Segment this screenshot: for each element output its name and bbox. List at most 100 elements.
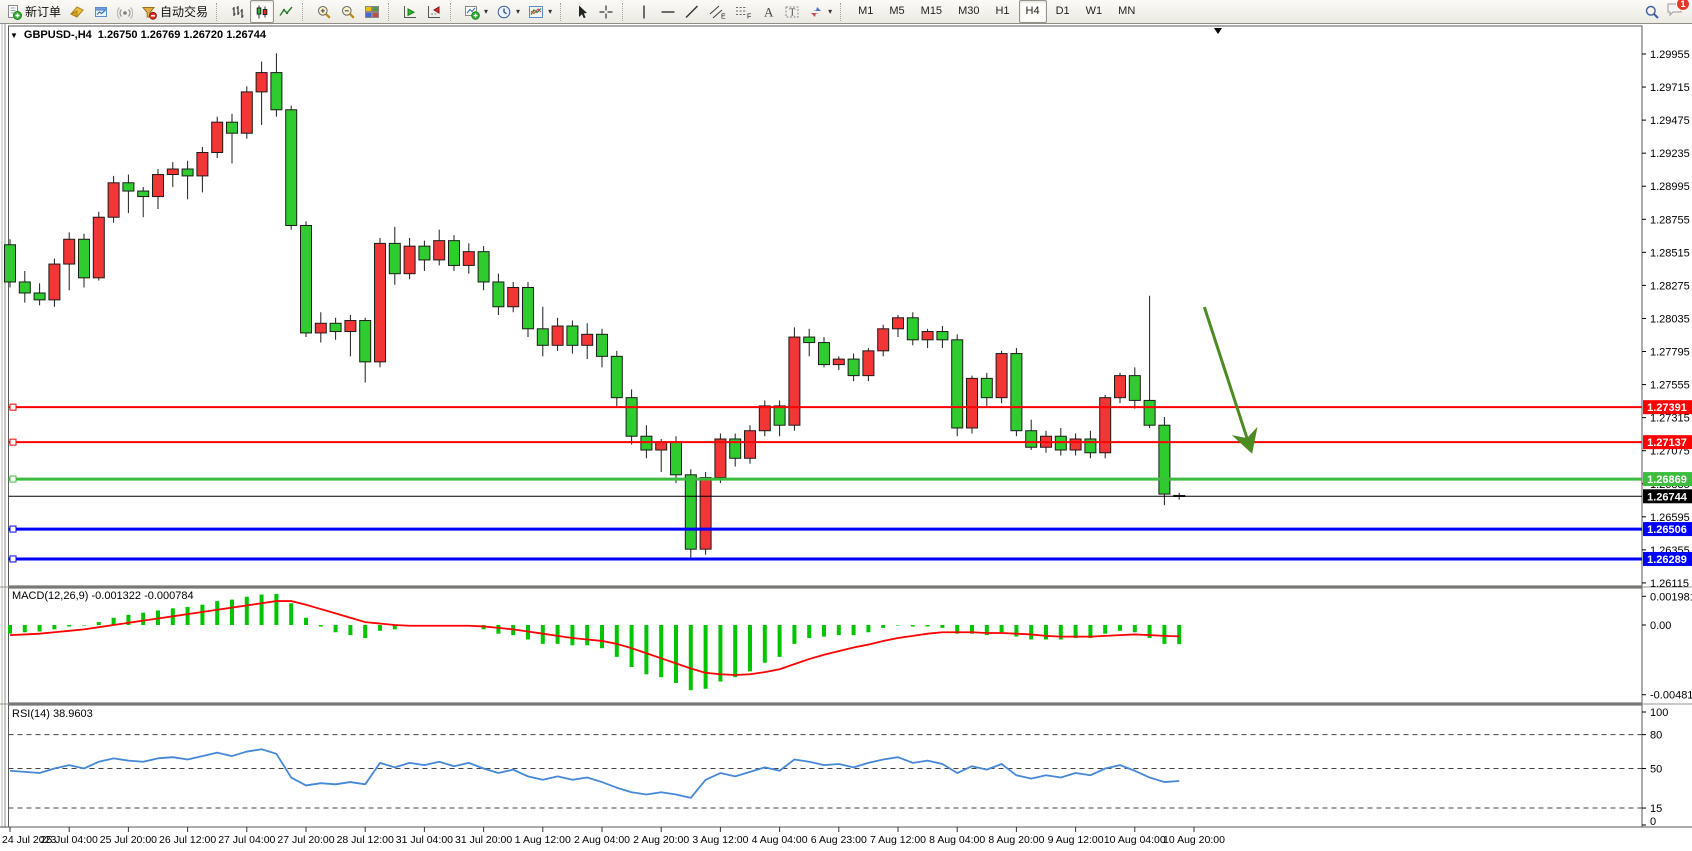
signals-icon (117, 6, 134, 19)
toolbar-separator (840, 2, 847, 21)
chart-canvas[interactable]: 1.29955 1.29715 1.29475 1.29235 1.28995 1.287… (0, 24, 1692, 851)
chart-shift-button[interactable] (422, 0, 446, 23)
candle (1099, 397, 1112, 454)
line-handle[interactable] (9, 438, 17, 446)
trendline-button[interactable] (680, 0, 704, 23)
new-chart-icon (95, 6, 108, 17)
text-label-button[interactable]: T (780, 0, 804, 23)
cursor-button[interactable] (570, 0, 594, 23)
crosshair-button[interactable] (594, 0, 618, 23)
price-tick-label: 1.29955 (1650, 49, 1690, 61)
timeframe-m30-button[interactable]: M30 (958, 5, 980, 17)
candle (196, 151, 209, 177)
indicators-dropdown-caret[interactable]: ▾ (484, 7, 489, 16)
candle (522, 286, 534, 330)
horizontal-line-icon (661, 10, 675, 13)
time-tick-label: 9 Aug 12:00 (1048, 834, 1104, 846)
arrows-button[interactable]: ▾ (804, 0, 836, 23)
indicators-button[interactable]: ▾ (460, 0, 492, 23)
chart-menu-icon[interactable]: ▼ (10, 30, 18, 40)
macd-histogram-bar (1073, 625, 1078, 639)
new-order-button[interactable]: 新订单 (2, 0, 65, 23)
arrows-dropdown-caret[interactable]: ▾ (828, 7, 833, 16)
toolbar-separator (622, 2, 629, 21)
toolbar: 新订单 (0, 0, 1692, 24)
tile-windows-button[interactable] (360, 0, 384, 23)
timeframe-h4-button[interactable]: H4 (1018, 0, 1047, 23)
macd-histogram-bar (703, 625, 708, 689)
line-handle[interactable] (9, 525, 17, 533)
candle (729, 438, 742, 459)
timeframe-mn-button[interactable]: MN (1118, 5, 1136, 17)
macd-histogram-bar (496, 625, 501, 634)
templates-button[interactable]: ▾ (524, 0, 556, 23)
equidistant-channel-button[interactable]: E (704, 0, 730, 23)
text-button[interactable]: A (756, 0, 780, 23)
macd-histogram-bar (940, 625, 945, 628)
rsi-axis-label: 15 (1650, 803, 1662, 815)
macd-histogram-bar (111, 617, 116, 625)
signals-button[interactable] (113, 0, 137, 23)
horizontal-line-button[interactable] (656, 0, 680, 23)
notifications-button[interactable]: 1 (1666, 0, 1690, 22)
line-chart-mode-button[interactable] (274, 0, 298, 23)
candle (1143, 399, 1156, 426)
macd-histogram-bar (1088, 625, 1093, 639)
fibonacci-button[interactable]: F (730, 0, 756, 23)
search-icon[interactable] (1644, 4, 1660, 20)
macd-histogram-bar (674, 625, 678, 683)
timeframe-d1-button[interactable]: D1 (1055, 5, 1070, 17)
crosshair-icon (599, 5, 613, 18)
macd-histogram-bar (644, 625, 649, 675)
candle (684, 474, 697, 550)
macd-histogram-bar (762, 625, 767, 663)
svg-text:E: E (721, 13, 726, 20)
price-label-box (1643, 551, 1692, 566)
time-axis[interactable] (0, 828, 1692, 851)
channel-icon: E (709, 5, 726, 20)
candle (462, 251, 475, 266)
time-tick-label: 25 Jul 04:00 (41, 834, 98, 846)
metaeditor-button[interactable] (65, 0, 89, 23)
auto-scroll-button[interactable] (398, 0, 422, 23)
timeframe-w1-button[interactable]: W1 (1085, 5, 1103, 17)
time-tick-label: 31 Jul 20:00 (455, 834, 512, 846)
candlestick-mode-button[interactable] (250, 0, 275, 23)
timeframe-m5-button[interactable]: M5 (889, 5, 905, 17)
zoom-out-button[interactable] (336, 0, 360, 23)
macd-histogram-bar (970, 625, 974, 634)
timeframe-m15-button[interactable]: M15 (920, 5, 943, 17)
autotrading-button[interactable]: 自动交易 (137, 0, 212, 23)
macd-histogram-bar (1014, 625, 1019, 637)
periods-dropdown-caret[interactable]: ▾ (516, 7, 521, 16)
price-tick-label: 1.28035 (1650, 313, 1690, 325)
trend-arrow-annotation[interactable] (1202, 306, 1258, 454)
candle (300, 224, 312, 334)
toolbar-separator (560, 2, 567, 21)
candle (551, 325, 564, 346)
macd-histogram-bar (718, 625, 723, 682)
line-handle[interactable] (9, 555, 17, 563)
bar-chart-mode-button[interactable] (226, 0, 250, 23)
macd-histogram-bar (822, 625, 826, 637)
timeframe-m1-button[interactable]: M1 (858, 5, 874, 17)
indicators-icon (465, 5, 480, 20)
macd-histogram-bar (629, 625, 634, 668)
zoom-in-button[interactable] (312, 0, 336, 23)
price-label-text: 1.26506 (1647, 524, 1687, 536)
macd-histogram-bar (1118, 625, 1122, 631)
vertical-line-button[interactable] (632, 0, 656, 23)
arrows-icon (811, 6, 822, 17)
macd-histogram-bar (748, 625, 752, 672)
new-order-icon (8, 4, 22, 20)
timeframe-h1-button[interactable]: H1 (995, 5, 1010, 17)
new-chart-button[interactable] (89, 0, 113, 23)
time-tick-label: 27 Jul 04:00 (218, 834, 275, 846)
candle (255, 72, 268, 93)
periods-button[interactable]: ▾ (492, 0, 524, 23)
line-handle[interactable] (9, 475, 17, 483)
candle (359, 320, 372, 363)
candle (906, 317, 919, 341)
templates-dropdown-caret[interactable]: ▾ (548, 7, 553, 16)
line-handle[interactable] (9, 403, 17, 411)
